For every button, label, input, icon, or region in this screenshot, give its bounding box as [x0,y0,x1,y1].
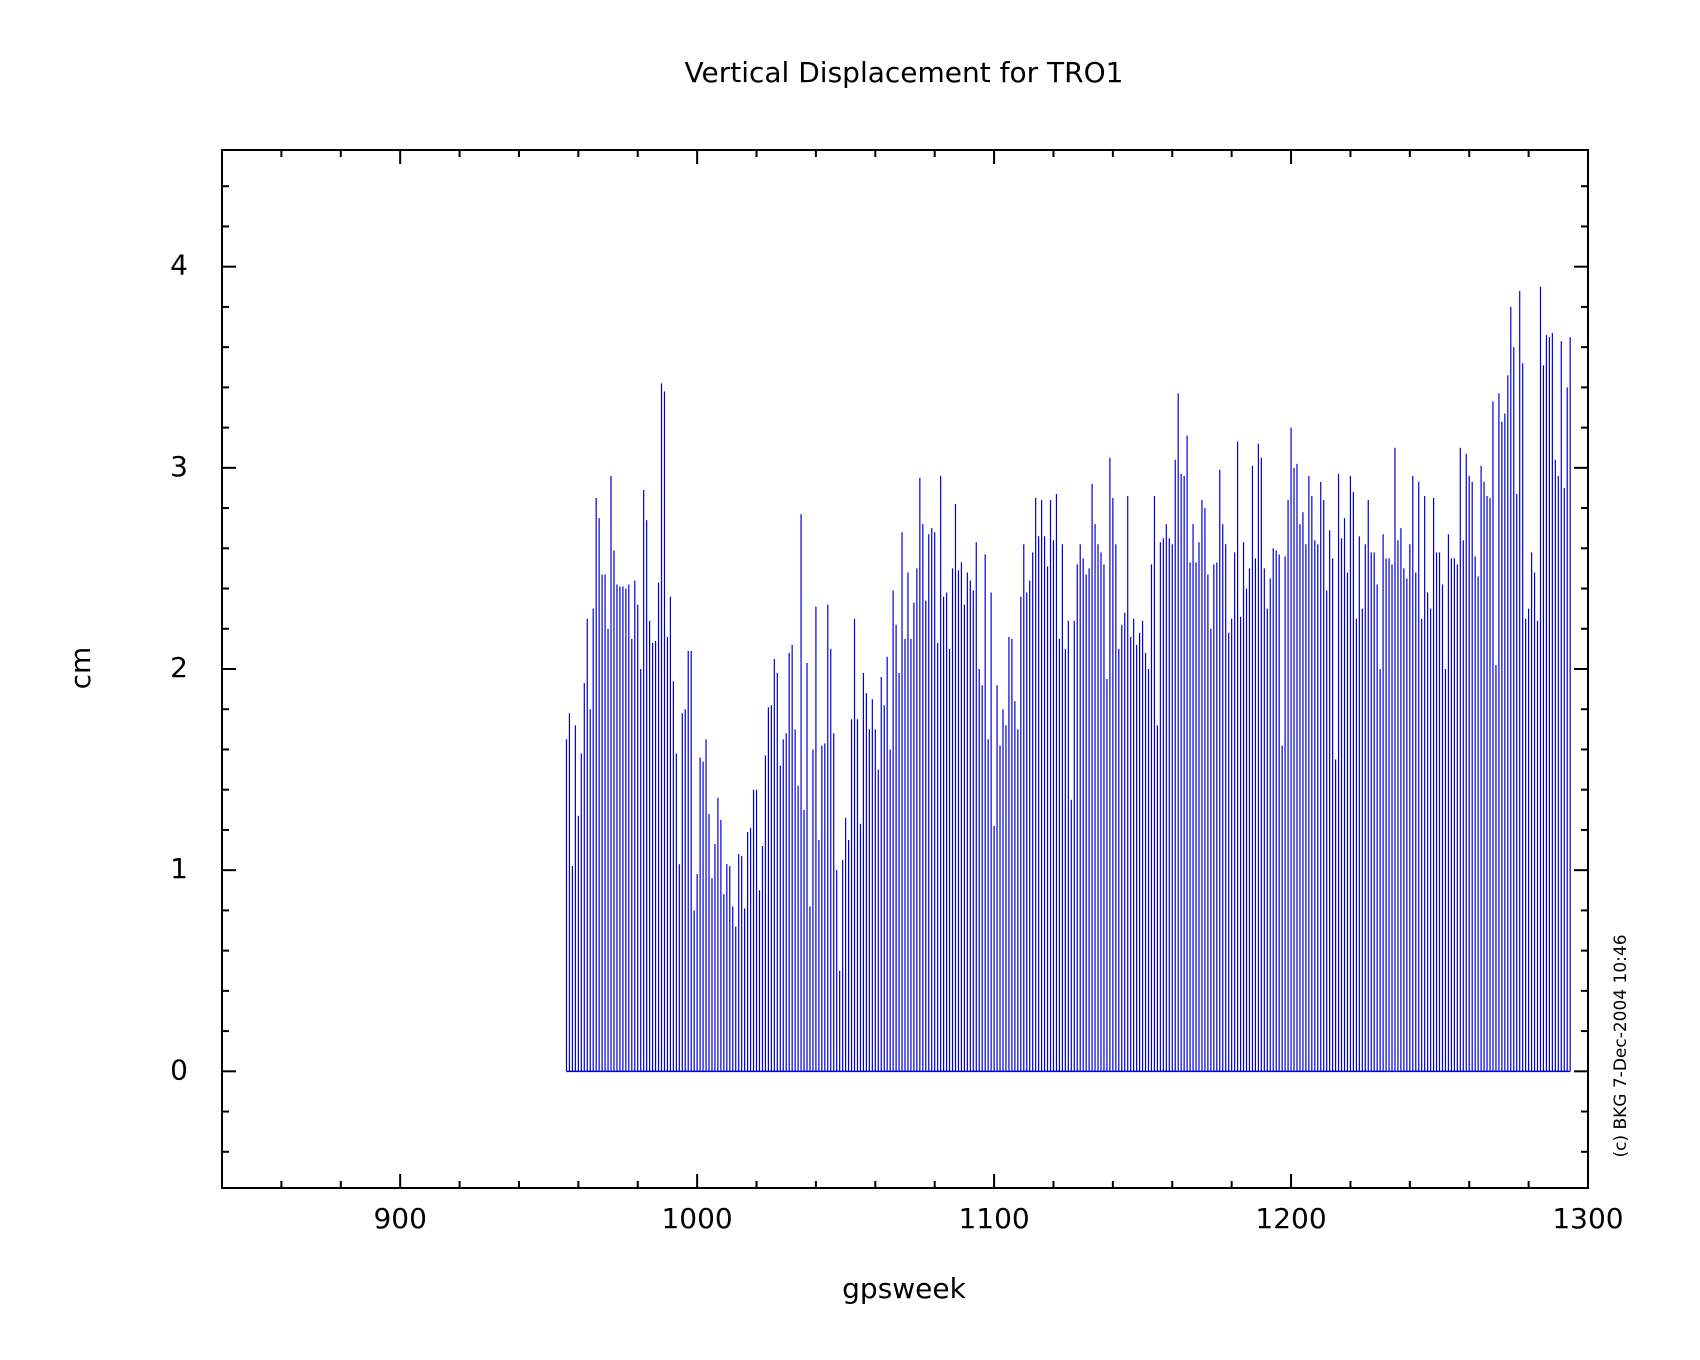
x-tick-label: 900 [373,1202,426,1235]
y-tick-label: 3 [170,450,188,483]
x-tick-label: 1000 [661,1202,732,1235]
x-tick-label: 1300 [1552,1202,1623,1235]
y-tick-label: 4 [170,249,188,282]
y-tick-label: 1 [170,852,188,885]
footnote: (c) BKG 7-Dec-2004 10:46 [1611,934,1631,1157]
chart-title: Vertical Displacement for TRO1 [685,56,1124,89]
y-tick-label: 2 [170,651,188,684]
x-tick-label: 1100 [958,1202,1029,1235]
y-axis-label: cm [64,647,97,690]
y-tick-label: 0 [170,1053,188,1086]
x-tick-label: 1200 [1255,1202,1326,1235]
x-axis-label: gpsweek [842,1272,966,1305]
